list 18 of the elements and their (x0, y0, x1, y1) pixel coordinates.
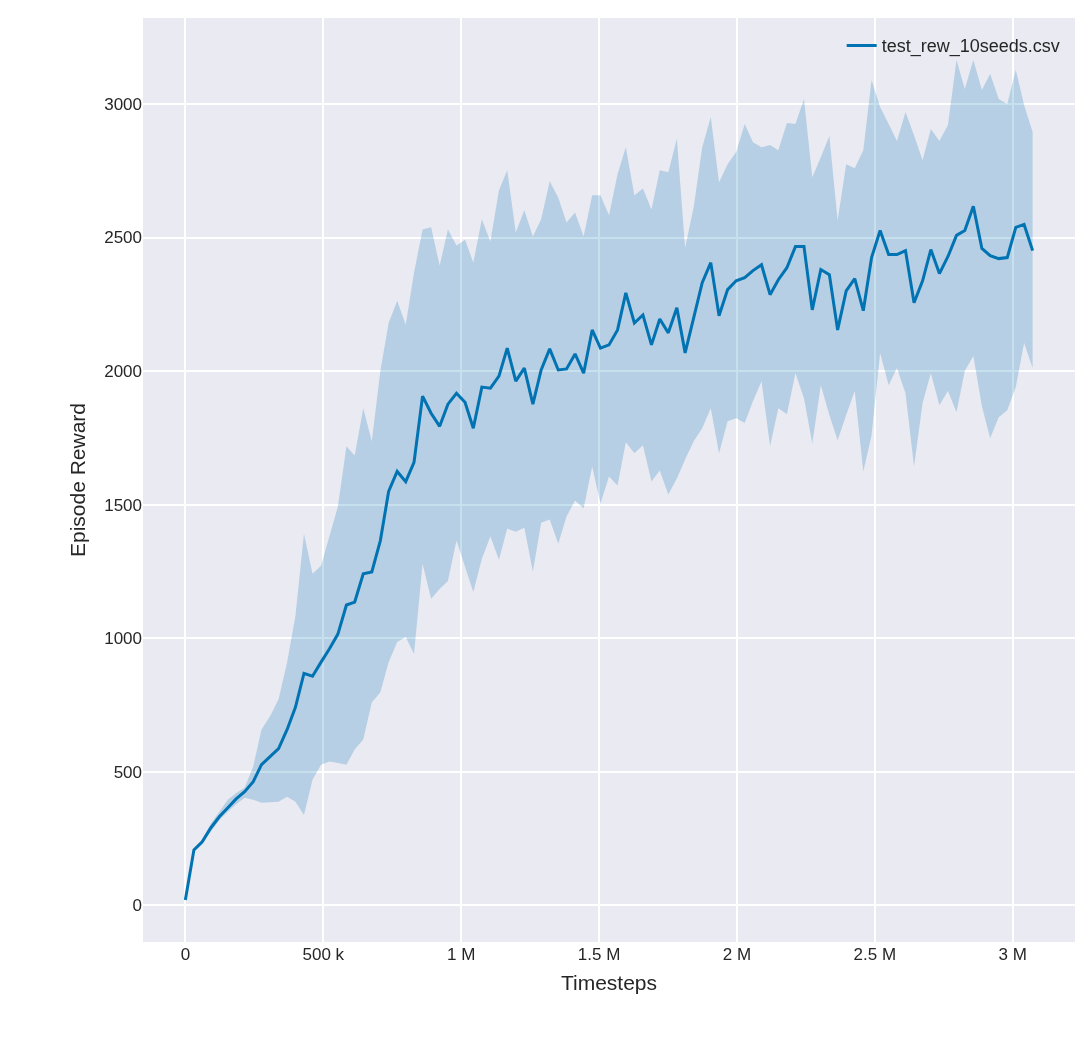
x-tick-label: 500 k (302, 945, 345, 964)
y-tick-label: 1000 (104, 629, 142, 649)
legend-label: test_rew_10seeds.csv (881, 36, 1060, 58)
y-tick-label: 2000 (104, 361, 142, 381)
x-tick-label: 1 M (447, 945, 476, 964)
y-tick-label: 500 (113, 762, 142, 782)
y-tick-label: 1500 (104, 495, 142, 515)
x-axis-title: Timesteps (560, 971, 658, 995)
x-tick-label: 0 (180, 945, 191, 964)
y-tick-label: 3000 (104, 94, 142, 114)
x-tick-label: 2.5 M (853, 945, 897, 964)
y-axis-title: Episode Reward (66, 402, 90, 558)
x-tick-label: 2 M (722, 945, 752, 964)
y-tick-label: 0 (132, 896, 142, 916)
line-series (183, 204, 1035, 902)
y-tick-label: 2500 (104, 228, 142, 248)
x-tick-label: 1.5 M (577, 945, 621, 964)
x-tick-label: 3 M (998, 945, 1027, 964)
